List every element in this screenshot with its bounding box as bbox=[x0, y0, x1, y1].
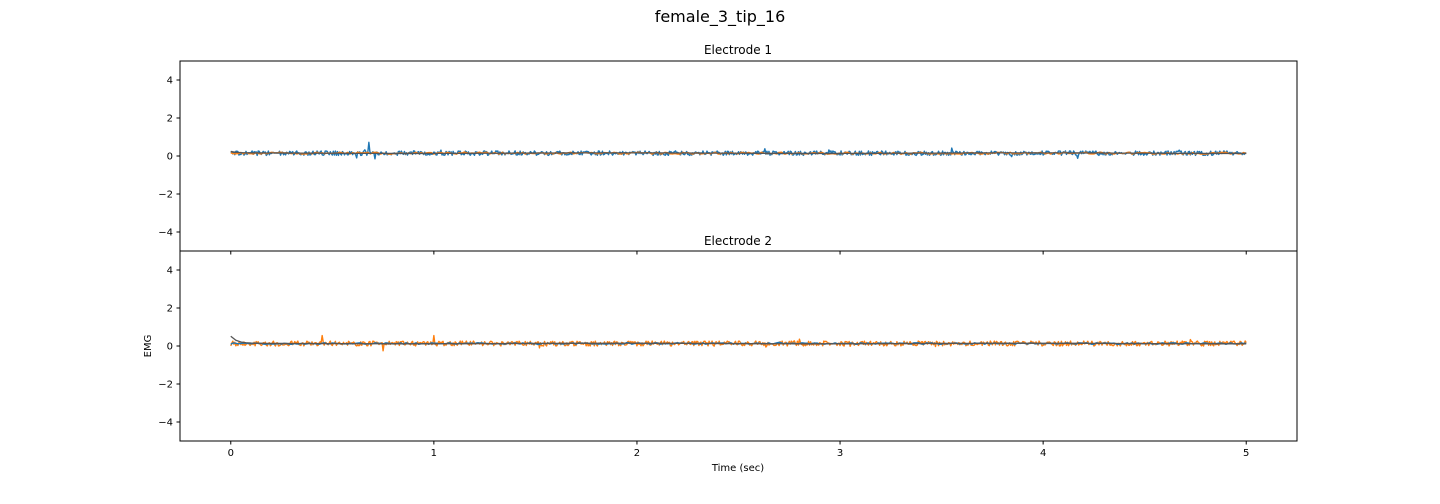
y-tick-label: −4 bbox=[158, 418, 173, 429]
panel-electrode-1: Electrode 1 4 2 0 −2 −4 bbox=[158, 43, 1298, 255]
series-line-1-1 bbox=[230, 141, 1247, 160]
y-tick-label: −2 bbox=[158, 380, 173, 391]
series-line-1-3 bbox=[230, 150, 1247, 155]
axes-frame-electrode-2 bbox=[179, 250, 1298, 442]
x-axis-label: Time (sec) bbox=[711, 463, 764, 474]
panel-electrode-2: Electrode 2 4 2 0 −2 −4 0 1 2 3 4 5 Time (sec) EMG bbox=[143, 234, 1298, 474]
figure-title: female_3_tip_16 bbox=[655, 7, 786, 27]
x-tick-label: 4 bbox=[1040, 448, 1046, 459]
y-tick-label: −4 bbox=[158, 228, 173, 239]
panel-title-electrode-2: Electrode 2 bbox=[704, 234, 772, 248]
y-axis-label: EMG bbox=[143, 335, 154, 358]
y-tick-label: 2 bbox=[167, 304, 173, 315]
x-tick-label: 1 bbox=[431, 448, 437, 459]
x-tick-label: 5 bbox=[1243, 448, 1249, 459]
y-tick-label: 4 bbox=[167, 266, 173, 277]
series-line-2-3 bbox=[230, 335, 1247, 345]
plot-area-electrode-2: 4 2 0 −2 −4 0 1 2 3 4 5 bbox=[158, 266, 1249, 460]
y-tick-label: 0 bbox=[167, 152, 173, 163]
y-tick-label: 0 bbox=[167, 342, 173, 353]
y-tick-label: −2 bbox=[158, 190, 173, 201]
x-tick-label: 3 bbox=[837, 448, 843, 459]
axes-frame-electrode-1 bbox=[179, 60, 1298, 252]
y-tick-label: 2 bbox=[167, 114, 173, 125]
x-tick-label: 2 bbox=[634, 448, 640, 459]
plot-area-electrode-1: 4 2 0 −2 −4 bbox=[158, 76, 1247, 255]
y-tick-label: 4 bbox=[167, 76, 173, 87]
panel-title-electrode-1: Electrode 1 bbox=[704, 43, 772, 57]
x-tick-label: 0 bbox=[228, 448, 234, 459]
